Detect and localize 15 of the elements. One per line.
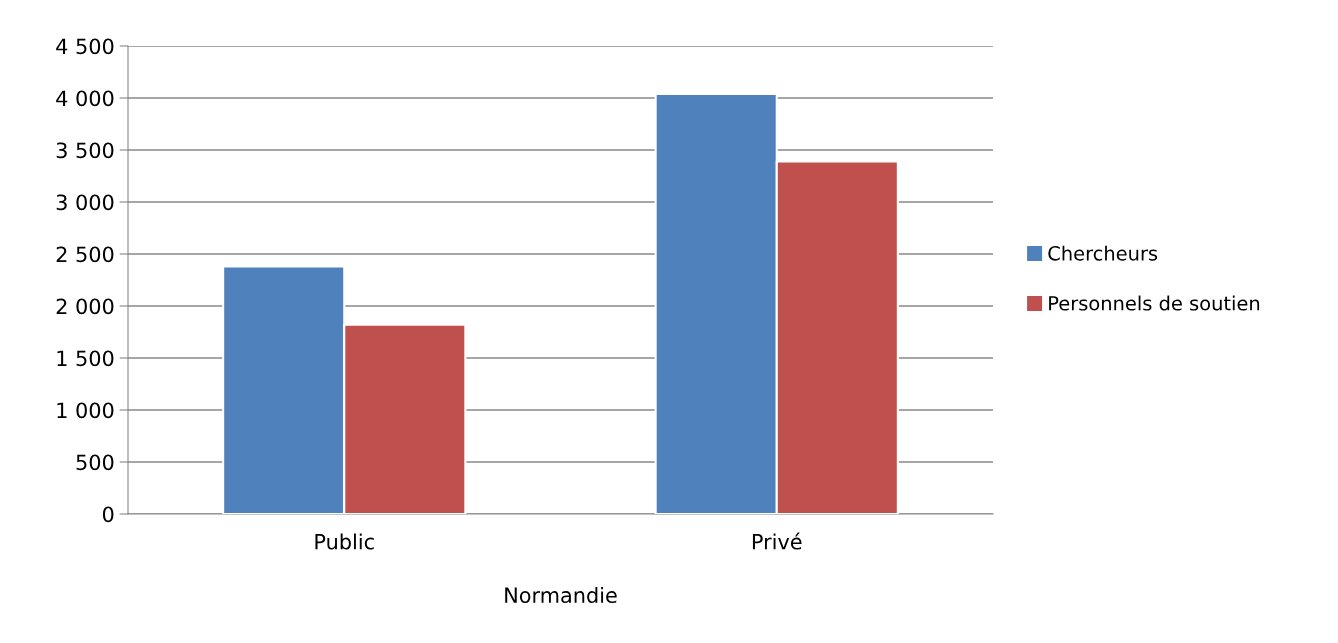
y-tick-label: 0 (102, 506, 114, 523)
y-tick-label: 4 000 (56, 90, 114, 107)
x-tick-label: Privé (752, 532, 802, 550)
y-tick-label: 1 500 (57, 350, 114, 367)
y-tick-label: 500 (76, 454, 114, 471)
y-tick-label: 2 500 (56, 246, 114, 263)
y-tick-label: 3 500 (56, 142, 114, 159)
y-tick-label: 2 000 (56, 298, 114, 315)
y-tick-label: 3 000 (56, 194, 114, 211)
y-tick-label: 1 000 (57, 402, 114, 419)
x-tick-label: Public (315, 533, 374, 550)
y-tick-label: 4 500 (56, 38, 114, 55)
legend-label: Personnels de soutien (1049, 295, 1260, 311)
legend-label: Chercheurs (1048, 245, 1158, 261)
x-axis-title: Normandie (505, 586, 617, 604)
